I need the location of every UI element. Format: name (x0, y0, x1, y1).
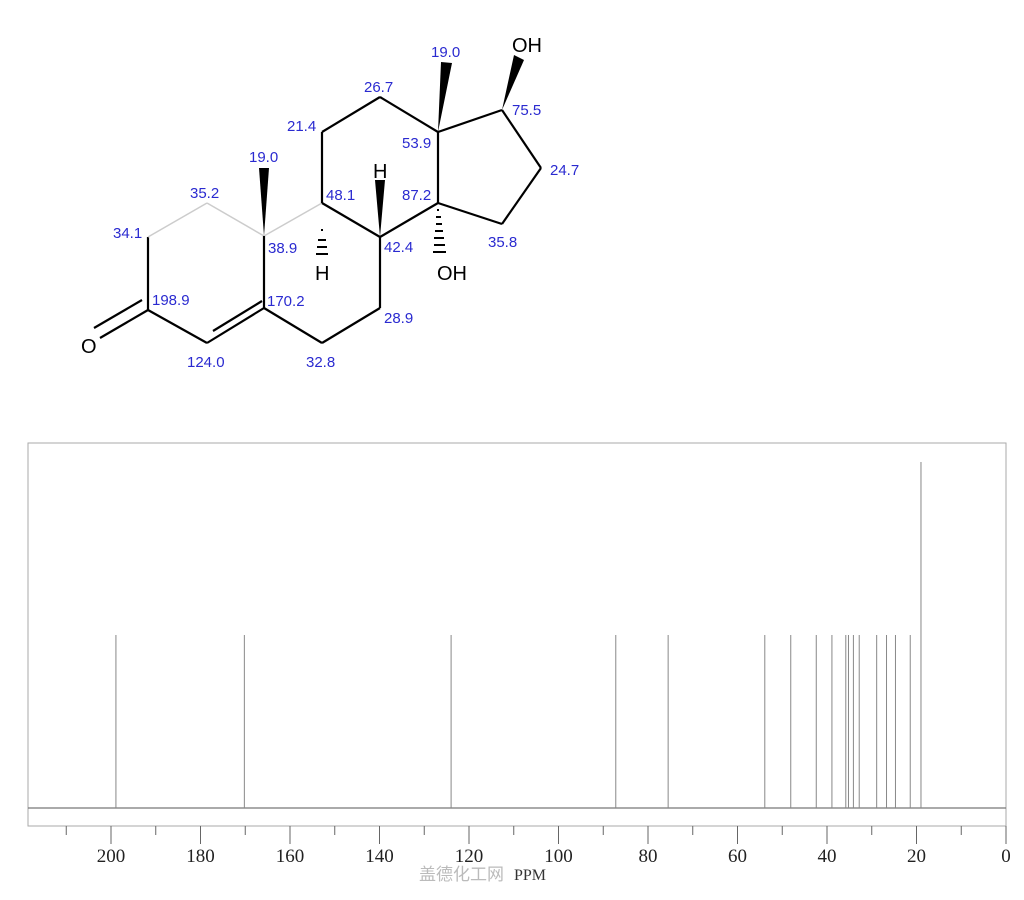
tick-label: 80 (639, 846, 658, 867)
bond (437, 108, 503, 134)
shift-label: 38.9 (268, 240, 297, 257)
hash-bond (433, 209, 446, 253)
shift-label: 170.2 (267, 293, 305, 310)
wedge-bond (375, 180, 385, 237)
hash-bond (316, 229, 328, 255)
shift-label: 19.0 (249, 149, 278, 166)
tick-label: 200 (97, 846, 126, 867)
tick-label: 40 (818, 846, 837, 867)
tick-label: 20 (907, 846, 926, 867)
bond (263, 307, 323, 344)
wedge-bond (502, 55, 524, 110)
shift-label: 26.7 (364, 79, 393, 96)
spectrum-plot: 200 180 160 140 120 100 80 60 40 20 0 PPM 盖德化工网 (27, 442, 1011, 885)
bond (147, 202, 208, 238)
bond (379, 96, 439, 133)
bond (206, 202, 265, 237)
bond (437, 201, 503, 226)
tick-label: 180 (186, 846, 215, 867)
shift-label: 24.7 (550, 162, 579, 179)
tick-label: 160 (276, 846, 305, 867)
shift-label: 198.9 (152, 292, 190, 309)
shift-label: 35.8 (488, 234, 517, 251)
shift-label: 32.8 (306, 354, 335, 371)
molecule-structure: O OH OH H H 35.2 34.1 198.9 124.0 170.2 … (81, 35, 579, 371)
wedge-bond (259, 168, 269, 236)
bond (93, 299, 143, 329)
wedge-bond (438, 62, 452, 132)
shift-label: 87.2 (402, 187, 431, 204)
atom-oxygen: O (81, 336, 97, 358)
bond (501, 167, 542, 225)
shift-label: 21.4 (287, 118, 316, 135)
bond (263, 202, 323, 237)
tick-label: 100 (544, 846, 573, 867)
tick-label: 120 (455, 846, 484, 867)
shift-label: 53.9 (402, 135, 431, 152)
shift-label: 34.1 (113, 225, 142, 242)
atom-hydrogen: H (315, 263, 329, 285)
x-axis-label: PPM (514, 867, 546, 884)
shift-label: 35.2 (190, 185, 219, 202)
shift-label: 19.0 (431, 44, 460, 61)
watermark: 盖德化工网 (419, 865, 504, 885)
bond (206, 307, 265, 344)
shift-label: 75.5 (512, 102, 541, 119)
tick-label: 60 (728, 846, 747, 867)
shift-label: 42.4 (384, 239, 413, 256)
atom-hydroxyl: OH (437, 263, 467, 285)
bond (501, 109, 542, 169)
x-axis: 200 180 160 140 120 100 80 60 40 20 0 (65, 826, 1011, 867)
bond (147, 309, 208, 344)
plot-frame (27, 442, 1007, 827)
bond (321, 202, 381, 238)
bond (321, 307, 381, 344)
bond (99, 309, 149, 339)
atom-hydroxyl: OH (512, 35, 542, 57)
bond (321, 96, 381, 133)
shift-label: 48.1 (326, 187, 355, 204)
shift-label: 28.9 (384, 310, 413, 327)
bond (212, 300, 263, 332)
shift-label: 124.0 (187, 354, 225, 371)
tick-label: 0 (1001, 846, 1011, 867)
atom-hydrogen: H (373, 161, 387, 183)
tick-label: 140 (365, 846, 394, 867)
peaks (115, 462, 922, 808)
bond (379, 202, 439, 238)
